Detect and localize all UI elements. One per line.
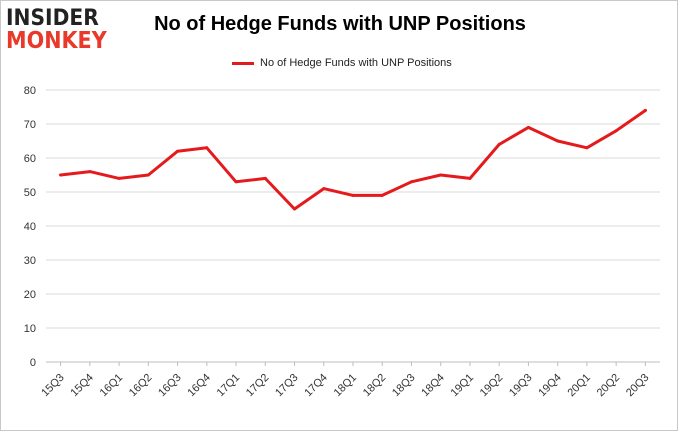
x-tick-label: 17Q2 bbox=[244, 372, 272, 400]
y-tick-label: 30 bbox=[24, 255, 36, 267]
x-tick-label: 17Q4 bbox=[302, 372, 330, 400]
data-point bbox=[614, 129, 618, 133]
x-axis-ticks: 15Q3 15Q4 16Q1 16Q2 16Q3 16Q4 17Q1 17Q2 17Q3 17Q4… bbox=[39, 362, 652, 400]
data-point bbox=[351, 193, 355, 197]
x-tick-label: 19Q2 bbox=[478, 372, 506, 400]
x-tick-label: 19Q4 bbox=[536, 372, 564, 400]
chart-title: No of Hedge Funds with UNP Positions bbox=[154, 13, 526, 35]
data-point bbox=[176, 149, 180, 153]
x-tick-label: 20Q1 bbox=[566, 372, 594, 400]
data-point bbox=[439, 173, 443, 177]
x-tick-label: 15Q4 bbox=[68, 372, 96, 400]
x-tick-label: 15Q3 bbox=[39, 372, 67, 400]
logo-line-1: INSIDER bbox=[6, 6, 99, 31]
data-point bbox=[585, 146, 589, 150]
x-tick-label: 19Q3 bbox=[507, 372, 535, 400]
gridlines bbox=[46, 89, 660, 363]
logo-line-2: MONKEY bbox=[6, 28, 107, 54]
x-tick-label: 18Q2 bbox=[361, 372, 389, 400]
x-tick-label: 18Q4 bbox=[419, 372, 447, 400]
data-point bbox=[468, 176, 472, 180]
legend-label: No of Hedge Funds with UNP Positions bbox=[260, 57, 452, 69]
x-tick-label: 18Q3 bbox=[390, 372, 418, 400]
y-tick-label: 80 bbox=[24, 85, 36, 97]
y-tick-label: 60 bbox=[24, 153, 36, 165]
x-tick-label: 19Q1 bbox=[449, 372, 477, 400]
x-tick-label: 20Q2 bbox=[595, 372, 623, 400]
x-tick-label: 17Q1 bbox=[215, 372, 243, 400]
data-point bbox=[205, 146, 209, 150]
y-tick-label: 50 bbox=[24, 187, 36, 199]
data-point bbox=[322, 187, 326, 191]
data-point bbox=[380, 193, 384, 197]
data-point bbox=[409, 180, 413, 184]
data-point bbox=[497, 142, 501, 146]
y-tick-label: 70 bbox=[24, 119, 36, 131]
y-tick-label: 10 bbox=[24, 323, 36, 335]
data-point bbox=[88, 170, 92, 174]
x-tick-label: 16Q1 bbox=[98, 372, 126, 400]
x-tick-label: 16Q4 bbox=[185, 372, 213, 400]
x-tick-label: 17Q3 bbox=[273, 372, 301, 400]
data-point bbox=[293, 207, 297, 211]
y-axis-ticks: 0 10 20 30 40 50 60 70 80 bbox=[24, 85, 36, 369]
x-tick-label: 20Q3 bbox=[624, 372, 652, 400]
y-tick-label: 0 bbox=[30, 357, 36, 369]
data-point bbox=[526, 125, 530, 129]
data-point bbox=[263, 176, 267, 180]
data-point bbox=[146, 173, 150, 177]
data-point bbox=[234, 180, 238, 184]
x-tick-label: 16Q3 bbox=[156, 372, 184, 400]
chart-legend: No of Hedge Funds with UNP Positions bbox=[232, 55, 452, 71]
series-layer bbox=[59, 108, 647, 211]
insider-monkey-logo: INSIDER MONKEY bbox=[6, 6, 128, 56]
x-tick-label: 16Q2 bbox=[127, 372, 155, 400]
legend-swatch bbox=[232, 61, 254, 65]
y-tick-label: 40 bbox=[24, 221, 36, 233]
x-tick-label: 18Q1 bbox=[332, 372, 360, 400]
y-tick-label: 20 bbox=[24, 289, 36, 301]
data-point bbox=[59, 173, 63, 177]
data-point bbox=[643, 108, 647, 112]
data-point bbox=[117, 176, 121, 180]
data-point bbox=[556, 139, 560, 143]
